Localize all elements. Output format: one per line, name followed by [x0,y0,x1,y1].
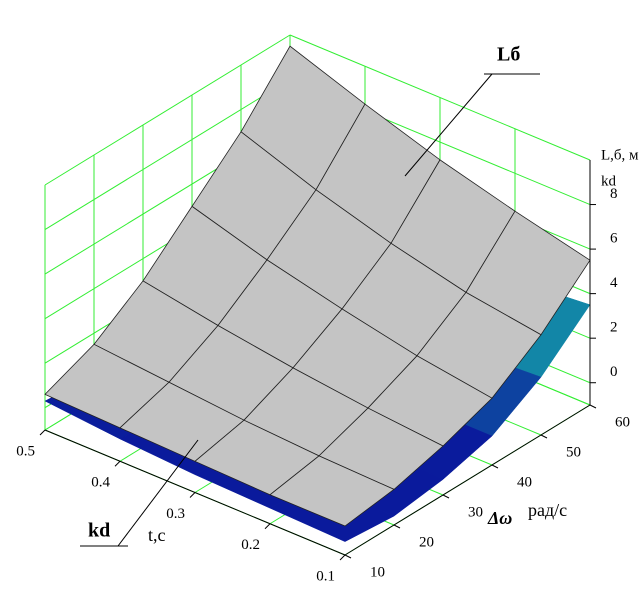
z-tick-label: 8 [610,186,618,202]
x-tick-label: 0.2 [241,537,260,553]
z-tick-label: 2 [610,320,618,336]
x-tick-label: 0.5 [16,443,35,459]
surface-cell [269,455,395,527]
z-tick-label: 6 [610,231,618,247]
x-tick-label: 0.3 [166,506,185,522]
x-tick-label: 0.4 [91,475,110,491]
y-axis-unit: рад/с [528,500,567,520]
leader-line [404,73,493,177]
axes: 0.1 0.2 0.3 0.4 0.5 10 20 30 40 50 60 0 2 4 6 8 [16,160,630,584]
x-tick [339,554,346,561]
surfaces [44,45,591,542]
wall-edge [44,34,291,186]
series-label: kd [88,520,110,542]
y-axis [344,404,591,556]
z-tick-label: 4 [610,275,618,291]
y-axis-label: Δω [487,508,512,528]
y-tick-label: 30 [468,504,483,520]
x-tick [39,429,46,436]
x-tick [189,492,196,498]
z-axis-label-2: kd [601,173,617,189]
y-tick-label: 20 [419,534,434,550]
y-tick-label: 40 [517,474,532,490]
series-label: Lб [497,44,520,66]
y-tick [393,524,401,529]
grid-line [44,79,291,230]
y-tick [344,554,352,559]
y-tick-label: 60 [615,414,630,430]
y-tick [589,404,597,409]
x-tick [264,523,271,530]
leader-line [117,439,199,547]
x-tick [114,460,121,467]
y-tick [442,494,450,499]
z-tick-label: 0 [610,364,618,380]
y-tick-label: 10 [370,564,385,580]
x-tick-label: 0.1 [316,568,335,584]
y-tick-label: 50 [566,444,581,460]
x-axis-label: t,c [148,525,166,545]
y-tick [540,434,548,439]
z-axis-label: L,б, м [601,147,639,163]
y-tick [491,464,499,469]
